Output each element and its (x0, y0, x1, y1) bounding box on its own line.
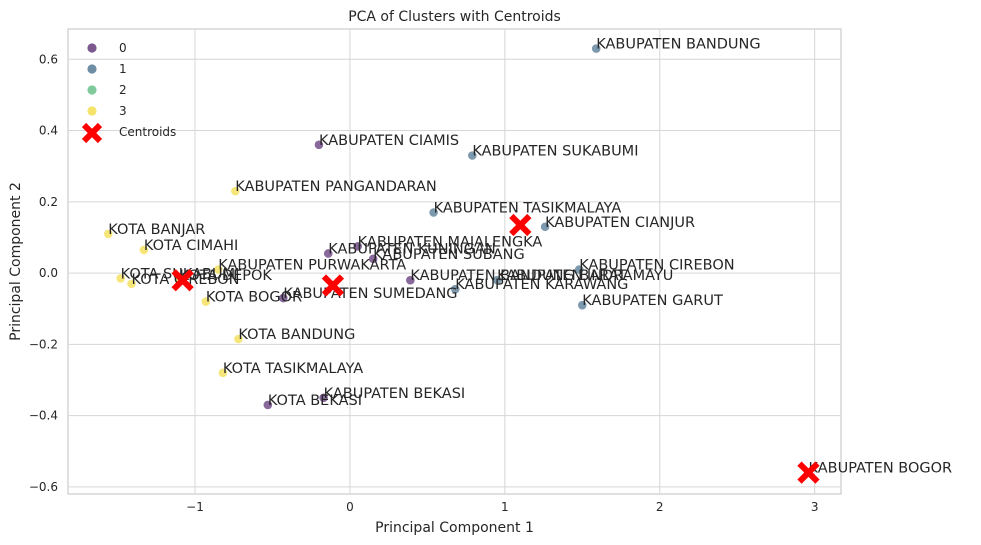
y-tick-label: 0.2 (39, 195, 58, 209)
point-label: KABUPATEN TASIKMALAYA (434, 201, 622, 217)
point-label: KOTA BOGOR (206, 290, 302, 306)
point-label: KABUPATEN GARUT (582, 293, 723, 309)
legend-label: 1 (119, 62, 127, 76)
data-point (314, 139, 324, 150)
data-point (591, 43, 602, 54)
data-point (368, 253, 379, 264)
y-tick-label: 0.6 (39, 52, 58, 66)
data-point (577, 300, 588, 311)
point-label: KABUPATEN SUBANG (373, 247, 525, 263)
legend-entry: Centroids (81, 122, 176, 144)
data-point (213, 264, 224, 275)
legend-marker (87, 43, 97, 53)
point-label: KOTA BANJAR (108, 222, 205, 238)
y-tick-label: −0.6 (29, 480, 58, 494)
centroid-layer (171, 213, 820, 484)
legend-label: 0 (119, 41, 127, 55)
data-point (492, 275, 503, 286)
data-point (323, 248, 334, 259)
data-point (115, 273, 126, 284)
centroid-marker (797, 461, 820, 484)
point-label: KABUPATEN KARAWANG (455, 277, 628, 293)
point-label: KABUPATEN CIREBON (579, 258, 734, 274)
x-tick-label: −1 (186, 500, 204, 514)
point-label: KABUPATEN BANDUNG (596, 37, 760, 53)
point-label: KABUPATEN BANDUNG BARAT (410, 268, 626, 284)
point-label: KOTA BANDUNG (238, 327, 355, 343)
legend-label: 2 (119, 83, 127, 97)
x-tick-label: 1 (501, 500, 509, 514)
point-label: KABUPATEN MAJALENGKA (358, 234, 543, 250)
legend-entry: 2 (87, 83, 127, 97)
point-label: KOTA CIMAHI (144, 238, 238, 254)
data-point (428, 207, 439, 218)
plot-area (67, 28, 842, 495)
legend-marker (87, 106, 97, 116)
data-point (262, 400, 273, 410)
data-point (200, 296, 211, 307)
data-point (352, 241, 363, 252)
data-point (230, 186, 241, 197)
legend-centroid-marker (81, 122, 103, 144)
point-label: KABUPATEN INDRAMAYU (497, 268, 673, 284)
data-point (233, 334, 244, 344)
data-point (103, 228, 114, 239)
y-tick-label: −0.2 (29, 337, 58, 351)
legend-label: Centroids (119, 125, 176, 139)
data-point (405, 275, 416, 286)
point-label: KOTA BEKASI (268, 393, 362, 409)
x-tick-label: 2 (656, 500, 664, 514)
legend-entry: 1 (87, 62, 127, 76)
point-label: KABUPATEN PURWAKARTA (218, 258, 406, 274)
centroid-marker (509, 213, 532, 237)
legend-marker (87, 64, 97, 74)
point-label: KABUPATEN SUMEDANG (283, 286, 457, 302)
y-tick-label: −0.4 (29, 409, 58, 423)
data-point (540, 221, 551, 232)
grid-layer (68, 29, 841, 494)
data-point (574, 264, 585, 275)
point-label: KABUPATEN BEKASI (324, 386, 466, 402)
centroid-marker (171, 269, 194, 292)
data-point (139, 245, 149, 255)
centroid-marker (321, 274, 345, 297)
x-axis-label: Principal Component 1 (375, 520, 534, 536)
y-axis-label: Principal Component 2 (8, 182, 24, 341)
data-point (467, 150, 478, 161)
point-label: KABUPATEN BOGOR (808, 461, 952, 477)
point-label: KOTA DEPOK (180, 268, 273, 284)
point-label: KABUPATEN SUKABUMI (472, 143, 638, 159)
point-label: KABUPATEN CIAMIS (319, 133, 459, 149)
legend: 0 1 2 3 Centroids (81, 41, 176, 144)
data-point (278, 293, 289, 303)
data-point (318, 392, 329, 403)
x-tick-label: 0 (346, 500, 354, 514)
legend-label: 3 (119, 104, 127, 118)
data-point (218, 367, 228, 378)
label-layer: KABUPATEN BANDUNG KABUPATEN CIAMIS KABUPAT… (108, 37, 952, 477)
data-point (126, 278, 137, 289)
point-label: KABUPATEN CIANJUR (545, 215, 695, 231)
y-tick-label: 0.0 (39, 266, 58, 280)
legend-entry: 3 (87, 104, 127, 118)
tick-layer: −1 0 1 2 3 −0.6 −0.4 −0.2 0.0 0.2 0.4 0.6 (29, 52, 819, 514)
x-tick-label: 3 (811, 500, 819, 514)
y-tick-label: 0.4 (39, 124, 58, 138)
data-point (450, 284, 461, 295)
chart-title: PCA of Clusters with Centroids (348, 9, 561, 25)
point-label: KABUPATEN KUNINGAN (328, 241, 496, 257)
point-label: KABUPATEN PANGANDARAN (235, 179, 437, 195)
legend-marker (87, 85, 97, 95)
legend-entry: 0 (87, 41, 127, 55)
point-label: KOTA TASIKMALAYA (223, 361, 363, 377)
